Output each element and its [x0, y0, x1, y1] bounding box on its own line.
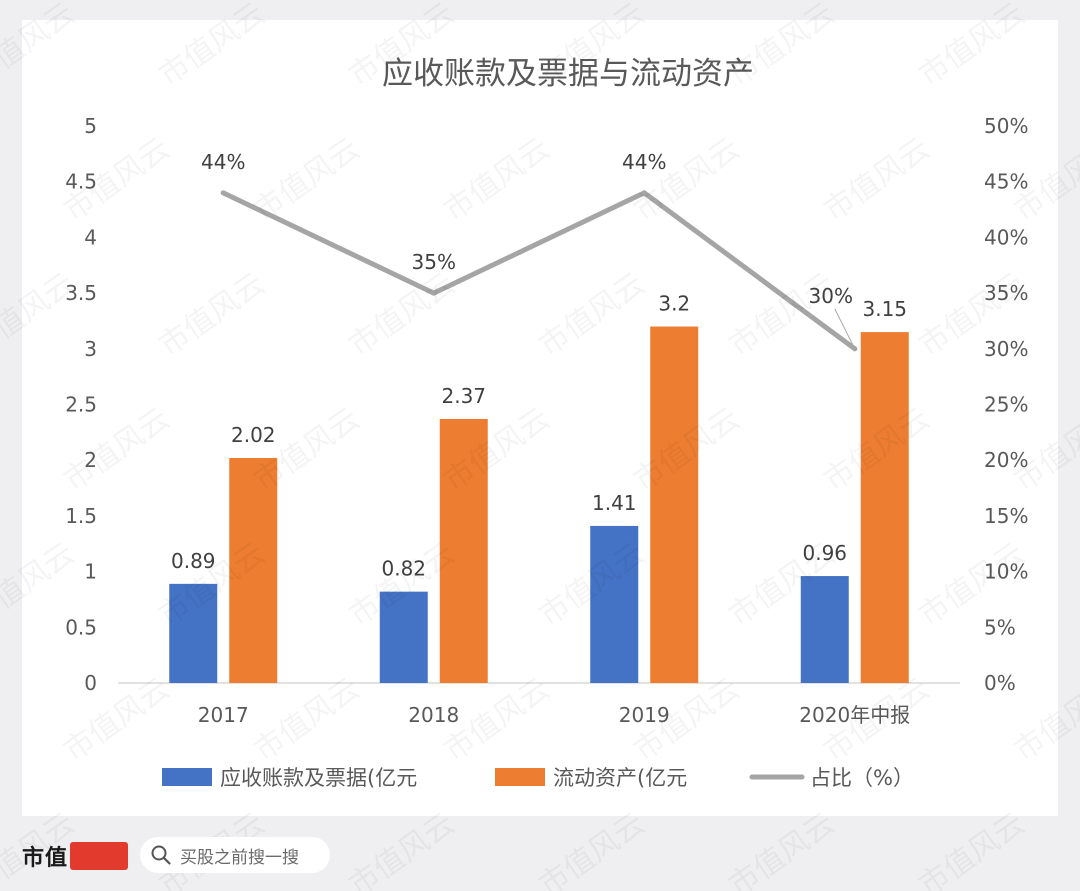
- y-right-tick-label: 25%: [984, 393, 1028, 417]
- bar: [860, 332, 909, 683]
- x-tick-label: 2019: [619, 703, 670, 727]
- y-left-tick-label: 3.5: [65, 281, 97, 305]
- y-left-tick-label: 4.5: [65, 170, 97, 194]
- footer-bar: 市值 买股之前搜一搜: [0, 820, 1080, 891]
- search-box[interactable]: 买股之前搜一搜: [140, 837, 330, 873]
- y-left-tick-label: 5: [84, 114, 97, 138]
- x-tick-label: 2018: [408, 703, 459, 727]
- legend-swatch: [162, 768, 212, 786]
- x-tick-label: 2017: [198, 703, 249, 727]
- y-right-tick-label: 5%: [984, 615, 1016, 639]
- y-right-tick-label: 35%: [984, 281, 1028, 305]
- search-icon: [151, 845, 171, 865]
- bar: [800, 576, 849, 683]
- line-point: [852, 346, 858, 352]
- y-left-tick-label: 1.5: [65, 504, 97, 528]
- search-placeholder: 买股之前搜一搜: [180, 847, 299, 868]
- bar: [379, 591, 428, 683]
- legend-label: 流动资产(亿元: [553, 766, 687, 790]
- bar-data-label: 2.37: [441, 384, 486, 408]
- line-point: [220, 190, 226, 196]
- line-data-label: 44%: [201, 150, 245, 174]
- bar: [229, 457, 278, 683]
- bar: [650, 326, 699, 683]
- y-left-tick-label: 0: [84, 671, 97, 695]
- y-left-tick-label: 4: [84, 225, 97, 249]
- chart-bars: [169, 326, 909, 683]
- bar: [590, 525, 639, 683]
- chart-axes: 00.511.522.533.544.550%5%10%15%20%25%30%…: [65, 114, 1028, 727]
- line-data-label: 35%: [412, 250, 456, 274]
- label-leader-line: [834, 308, 854, 346]
- line-data-label: 30%: [809, 284, 853, 308]
- y-right-tick-label: 45%: [984, 170, 1028, 194]
- y-left-tick-label: 2: [84, 448, 97, 472]
- legend-label: 应收账款及票据(亿元: [220, 766, 417, 790]
- bar-data-label: 3.15: [862, 297, 907, 321]
- line-point: [641, 190, 647, 196]
- line-point: [431, 290, 437, 296]
- bar-data-label: 1.41: [592, 491, 637, 515]
- legend-label: 占比（%）: [810, 766, 914, 790]
- bar-data-label: 2.02: [231, 423, 276, 447]
- brand-mark-icon: [70, 842, 129, 870]
- y-right-tick-label: 50%: [984, 114, 1028, 138]
- line-series-path: [220, 190, 858, 352]
- chart-card: 应收账款及票据与流动资产 0 0.5 1 1.5 2 2.5 3 3.5 4 4.5 5 0% 5% 10…: [22, 20, 1058, 816]
- bar: [169, 583, 218, 683]
- line-data-label: 44%: [622, 150, 666, 174]
- y-left-tick-label: 1: [84, 560, 97, 584]
- brand-logo[interactable]: 市值: [22, 842, 129, 871]
- chart-data-labels: 0.89 2.02 0.82 2.37 1.41 3.2 0.96 3.15 44% 35% 44%…: [171, 150, 907, 581]
- bar-data-label: 0.96: [802, 541, 847, 565]
- y-right-tick-label: 40%: [984, 225, 1028, 249]
- y-right-tick-label: 30%: [984, 337, 1028, 361]
- chart-legend: 应收账款及票据(亿元 流动资产(亿元 占比（%）: [162, 766, 914, 790]
- bar: [439, 418, 488, 683]
- bar-data-label: 0.89: [171, 549, 216, 573]
- x-tick-label: 2020年中报: [799, 703, 910, 727]
- chart-title: 应收账款及票据与流动资产: [382, 56, 754, 92]
- y-right-tick-label: 0%: [984, 671, 1016, 695]
- bar-data-label: 3.2: [658, 292, 690, 316]
- y-right-tick-label: 10%: [984, 560, 1028, 584]
- legend-swatch: [495, 768, 545, 786]
- chart-line: [220, 190, 858, 352]
- y-left-tick-label: 2.5: [65, 393, 97, 417]
- brand-name: 市值: [22, 845, 69, 871]
- y-right-tick-label: 15%: [984, 504, 1028, 528]
- y-left-tick-label: 0.5: [65, 615, 97, 639]
- y-left-tick-label: 3: [84, 337, 97, 361]
- bar-data-label: 0.82: [381, 557, 426, 581]
- chart-svg: 应收账款及票据与流动资产 00.511.522.533.544.550%5%10…: [65, 56, 1028, 790]
- y-right-tick-label: 20%: [984, 448, 1028, 472]
